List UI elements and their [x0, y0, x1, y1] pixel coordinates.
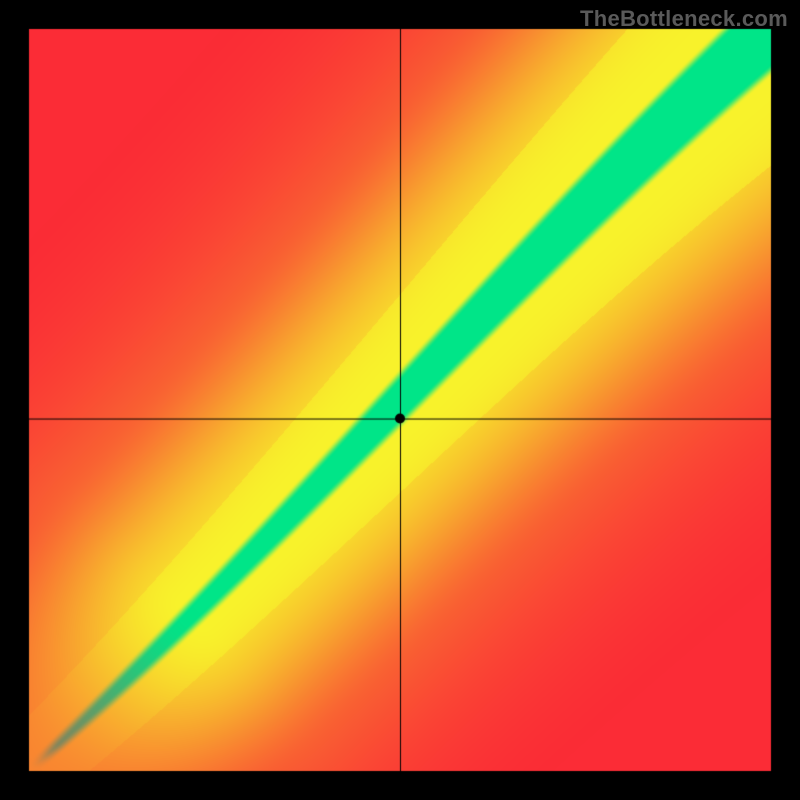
watermark-text: TheBottleneck.com — [580, 6, 788, 32]
chart-container: TheBottleneck.com — [0, 0, 800, 800]
bottleneck-heatmap-canvas — [0, 0, 800, 800]
